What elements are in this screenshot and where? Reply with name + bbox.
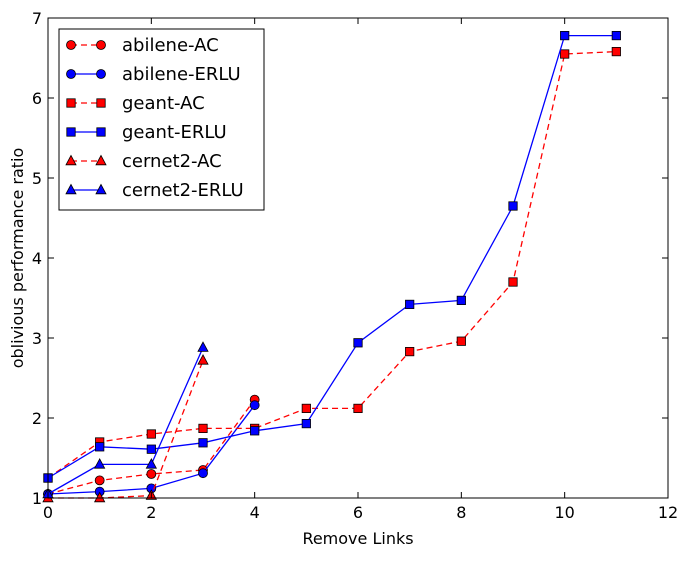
x-tick-label: 4: [250, 503, 260, 522]
legend-marker: [66, 40, 76, 50]
series-line: [47, 50, 617, 479]
data-point: [93, 458, 106, 469]
data-point: [301, 418, 311, 429]
data-point: [146, 429, 156, 439]
legend-item: cernet2-AC: [65, 151, 222, 172]
data-point: [301, 403, 311, 414]
legend-label: abilene-ERLU: [122, 64, 241, 85]
legend-item: geant-ERLU: [66, 122, 227, 143]
legend-label: cernet2-AC: [122, 151, 222, 172]
legend-item: cernet2-ERLU: [65, 180, 244, 201]
y-tick-label: 1: [32, 489, 42, 508]
data-point: [508, 201, 518, 211]
data-point: [405, 299, 415, 310]
data-point: [611, 30, 621, 41]
data-point: [93, 491, 106, 503]
data-point: [560, 30, 570, 41]
legend-marker: [66, 69, 76, 79]
data-point: [146, 444, 156, 454]
legend-marker: [96, 98, 106, 108]
series-line: [47, 34, 617, 479]
data-point: [353, 403, 363, 414]
x-tick-label: 6: [353, 503, 363, 522]
legend-item: geant-AC: [66, 93, 205, 114]
series-cernet2-AC: [42, 354, 209, 503]
data-point: [198, 438, 208, 448]
legend-marker: [66, 127, 76, 137]
legend: abilene-AC abilene-ERLU geant-AC geant-ERLU…: [58, 28, 265, 211]
legend-label: geant-AC: [122, 93, 205, 114]
legend-marker: [95, 154, 107, 166]
data-point: [146, 469, 157, 479]
x-axis-title: Remove Links: [302, 529, 413, 548]
data-point: [250, 426, 260, 436]
y-tick-label: 2: [32, 409, 42, 428]
data-point: [95, 442, 105, 452]
legend-marker: [65, 183, 77, 195]
data-point: [611, 47, 621, 57]
plot-series-layer: [42, 30, 621, 503]
legend-item: abilene-ERLU: [66, 64, 241, 85]
y-axis-title: oblivious performance ratio: [8, 148, 27, 369]
x-tick-label: 10: [554, 503, 574, 522]
series-cernet2-ERLU: [42, 341, 209, 499]
data-point: [353, 338, 363, 348]
legend-marker: [65, 154, 77, 166]
series-line: [47, 347, 204, 495]
y-tick-label: 6: [32, 89, 42, 108]
legend-label: cernet2-ERLU: [122, 180, 244, 201]
data-point: [405, 346, 415, 357]
x-tick-label: 2: [146, 503, 156, 522]
legend-label: abilene-AC: [122, 35, 219, 56]
x-tick-label: 12: [658, 503, 678, 522]
data-point: [456, 295, 466, 306]
legend-marker: [95, 183, 107, 195]
data-point: [94, 475, 105, 486]
legend-item: abilene-AC: [66, 35, 219, 56]
data-point: [197, 354, 209, 365]
series-line: [48, 360, 204, 499]
data-point: [197, 341, 209, 352]
data-point: [456, 336, 466, 346]
legend-box: [58, 28, 265, 211]
data-point: [249, 400, 260, 411]
legend-marker: [96, 127, 106, 137]
data-point: [198, 423, 208, 434]
y-tick-label: 5: [32, 169, 42, 188]
legend-marker: [96, 40, 106, 50]
legend-label: geant-ERLU: [122, 122, 227, 143]
y-tick-label: 3: [32, 329, 42, 348]
data-point: [560, 49, 570, 59]
x-tick-label: 8: [456, 503, 466, 522]
x-tick-label: 0: [43, 503, 53, 522]
data-point: [145, 458, 158, 469]
legend-marker: [66, 98, 76, 108]
data-point: [508, 277, 518, 287]
data-point: [198, 468, 208, 479]
y-tick-label: 7: [32, 9, 42, 28]
legend-marker: [96, 69, 106, 79]
y-tick-label: 4: [32, 249, 42, 268]
